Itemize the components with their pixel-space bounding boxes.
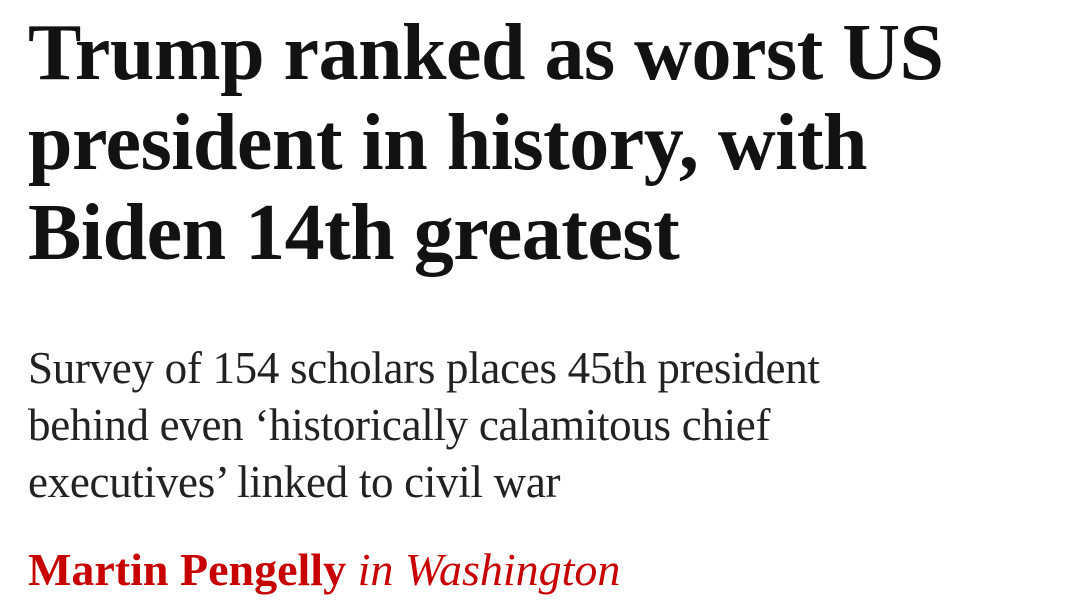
standfirst-line: Survey of 154 scholars places 45th presi…: [28, 343, 820, 393]
headline: Trump ranked as worst US president in hi…: [28, 8, 944, 278]
standfirst-line: behind even ‘historically calamitous chi…: [28, 400, 771, 450]
author[interactable]: Martin Pengelly: [28, 544, 347, 595]
standfirst-line: executives’ linked to civil war: [28, 457, 561, 507]
byline: Martin Pengelly in Washington: [28, 540, 620, 600]
location: in Washington: [357, 544, 621, 595]
headline-line: Trump ranked as worst US: [28, 9, 944, 97]
headline-line: Biden 14th greatest: [28, 189, 680, 277]
headline-line: president in history, with: [28, 99, 867, 187]
standfirst: Survey of 154 scholars places 45th presi…: [28, 340, 820, 511]
